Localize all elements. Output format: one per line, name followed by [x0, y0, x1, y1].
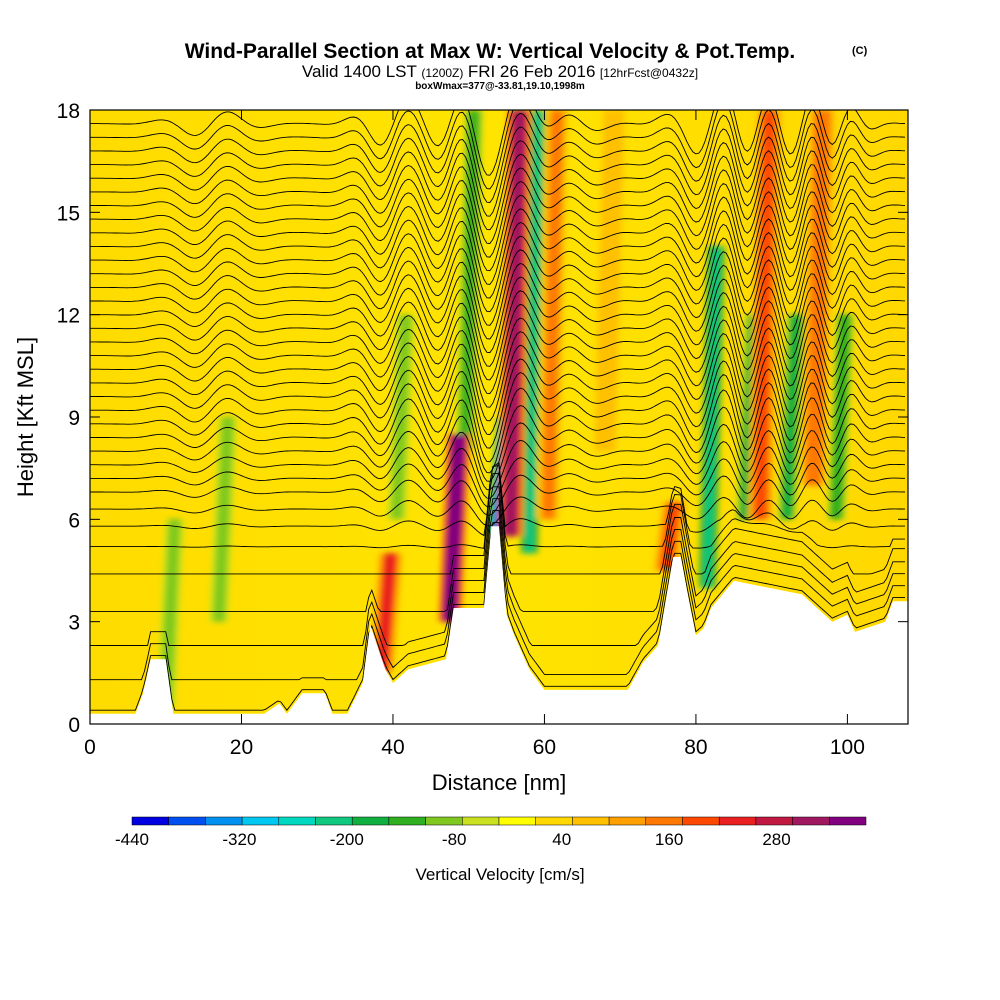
isentrope-2: [90, 498, 905, 646]
colorbar-swatch-5: [315, 816, 353, 826]
colorbar-swatch-2: [205, 816, 243, 826]
colorbar-swatch-15: [682, 816, 720, 826]
isentrope-11: [90, 422, 906, 491]
isentrope-28: [90, 181, 906, 272]
terrain-mask: [90, 526, 908, 724]
isentrope-25: [90, 221, 906, 313]
colorbar-swatch-8: [425, 816, 463, 826]
isentrope-21: [90, 276, 906, 367]
downdraft-band-7-3: [460, 110, 479, 452]
y-axis-ticks: 0 3 6 9 12 15 18: [57, 100, 908, 737]
isentrope-6: [90, 461, 905, 537]
downdraft-band-1-3: [524, 110, 543, 554]
downdraft-band-6-3: [392, 314, 411, 520]
isentrope-24: [90, 235, 906, 326]
isentrope-16: [90, 344, 906, 435]
colorbar-swatch-6: [351, 816, 390, 826]
isentrope-14: [90, 372, 906, 463]
isentrope-33: [90, 112, 906, 203]
colorbar-tick-label-2: -200: [330, 830, 364, 849]
isentrope-8: [90, 474, 906, 516]
y-axis-label: Height [Kft MSL]: [13, 337, 38, 497]
y-tick-label-1: 3: [68, 612, 80, 635]
colorbar-tick-label-6: 280: [762, 830, 790, 849]
colorbar-swatch-13: [608, 816, 647, 826]
isentrope-0: [90, 522, 905, 711]
y-tick-label-3: 9: [68, 407, 80, 430]
colorbar-tick-label-5: 160: [655, 830, 683, 849]
isentrope-15: [90, 358, 906, 449]
x-tick-label-5: 100: [830, 736, 865, 759]
y-tick-label-2: 6: [68, 509, 80, 532]
x-tick-label-3: 60: [533, 736, 556, 759]
colorbar-swatch-17: [755, 816, 793, 826]
isentrope-31: [90, 140, 906, 231]
isentrope-32: [90, 126, 906, 217]
y-tick-label-0: 0: [68, 714, 80, 737]
isentrope-9: [90, 457, 905, 508]
colorbar-label: Vertical Velocity [cm/s]: [415, 865, 584, 884]
copyright-mark: (C): [852, 45, 868, 57]
updraft-band-6-3: [542, 110, 564, 520]
colorbar: -440 -320 -200 -80 40 160 280: [115, 816, 867, 849]
isentrope-1: [90, 510, 905, 681]
isentrope-20: [90, 290, 906, 381]
x-tick-label-1: 20: [230, 736, 253, 759]
isentrope-30: [90, 153, 906, 244]
x-tick-label-4: 80: [684, 736, 707, 759]
isentrope-18: [90, 317, 906, 408]
plot-area: [90, 110, 908, 724]
isentrope-27: [90, 194, 906, 285]
chart-subtitle: Valid 1400 LST (1200Z) FRI 26 Feb 2016 […: [302, 62, 698, 81]
colorbar-swatch-3: [241, 816, 280, 826]
isentrope-7: [90, 496, 906, 527]
colorbar-swatch-14: [645, 816, 683, 826]
colorbar-swatch-7: [388, 816, 426, 826]
isentrope-29: [90, 167, 906, 258]
colorbar-swatch-19: [829, 816, 867, 826]
isentrope-10: [90, 439, 906, 499]
colorbar-tick-label-1: -320: [222, 830, 256, 849]
colorbar-swatch-0: [131, 816, 169, 826]
x-tick-label-0: 0: [84, 736, 96, 759]
isentrope-22: [90, 263, 906, 354]
isentrope-35: [90, 110, 906, 176]
colorbar-swatch-4: [278, 816, 316, 826]
y-tick-label-4: 12: [57, 305, 80, 328]
x-axis-ticks: 0 20 40 60 80 100: [84, 110, 865, 759]
isentrope-4: [90, 473, 905, 575]
chart-title: Wind-Parallel Section at Max W: Vertical…: [185, 40, 796, 63]
colorbar-tick-label-3: -80: [442, 830, 467, 849]
chart-subtitle-boxwmax: boxWmax=377@-33.81,19.10,1998m: [415, 81, 585, 92]
colorbar-tick-label-0: -440: [115, 830, 149, 849]
updraft-band-0-3: [504, 110, 526, 537]
colorbar-swatch-18: [792, 816, 830, 826]
updraft-band-2-3: [375, 553, 397, 673]
updraft-band-7-3: [599, 110, 620, 452]
colorbar-tick-label-4: 40: [552, 830, 571, 849]
colorbar-swatch-16: [718, 816, 757, 826]
isentrope-13: [90, 387, 906, 474]
isentrope-19: [90, 303, 906, 394]
isentrope-23: [90, 249, 906, 340]
isentrope-12: [90, 405, 906, 482]
x-axis-label: Distance [nm]: [432, 770, 567, 795]
potential-temperature-contours: [90, 110, 906, 711]
colorbar-swatch-11: [535, 816, 573, 826]
isentrope-26: [90, 208, 906, 299]
colorbar-swatch-10: [498, 816, 536, 826]
y-tick-label-6: 18: [57, 100, 80, 123]
x-tick-label-2: 40: [381, 736, 404, 759]
y-tick-label-5: 15: [57, 202, 80, 225]
downdraft-band-9-3: [214, 417, 233, 622]
downdraft-band-5-3: [831, 314, 850, 520]
colorbar-swatch-12: [572, 816, 610, 826]
isentrope-17: [90, 331, 906, 422]
colorbar-swatch-9: [462, 816, 500, 826]
downdraft-band-4-3: [782, 314, 801, 520]
colorbar-swatch-1: [168, 816, 206, 826]
